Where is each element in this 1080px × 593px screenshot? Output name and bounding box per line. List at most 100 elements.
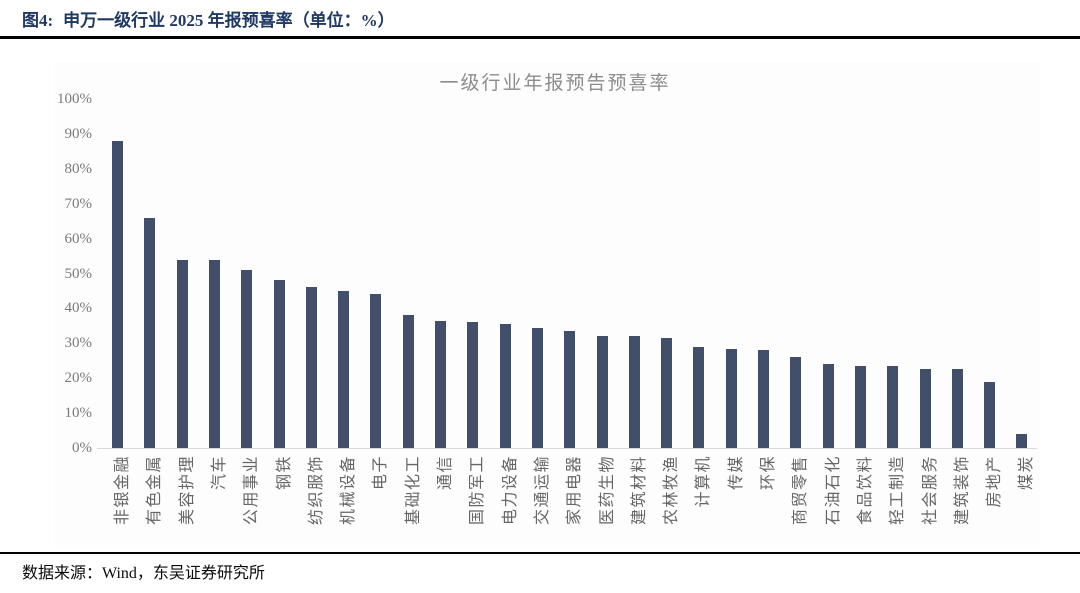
y-tick-label: 40% xyxy=(64,300,93,317)
x-label-text: 基础化工 xyxy=(404,455,422,526)
x-label-text: 国防军工 xyxy=(469,455,487,526)
bar-计算机 xyxy=(693,346,705,448)
x-label-text: 电子 xyxy=(372,455,390,491)
x-label-text: 交通运输 xyxy=(533,455,551,526)
x-label-text: 农林牧渔 xyxy=(663,455,681,526)
figure-number: 图4: xyxy=(22,11,54,30)
x-label-社会服务: 社会服务 xyxy=(916,455,939,550)
x-label-text: 非银金融 xyxy=(114,455,131,526)
x-label-通信: 通信 xyxy=(431,455,454,550)
bar-美容护理 xyxy=(176,259,188,448)
x-label-text: 机械设备 xyxy=(340,455,358,526)
y-tick-label: 100% xyxy=(57,91,92,107)
x-label-text: 电力设备 xyxy=(501,455,519,526)
x-label-text: 通信 xyxy=(437,455,454,491)
x-label-电力设备: 电力设备 xyxy=(496,455,519,550)
bar-煤炭 xyxy=(1016,434,1028,448)
y-tick-label: 60% xyxy=(64,230,93,247)
x-label-计算机: 计算机 xyxy=(689,455,712,550)
x-label-text: 汽车 xyxy=(210,455,228,491)
x-label-钢铁: 钢铁 xyxy=(270,455,293,550)
x-label-text: 公用事业 xyxy=(243,455,261,526)
x-label-美容护理: 美容护理 xyxy=(173,455,196,550)
y-tick-label: 70% xyxy=(64,195,93,212)
bar-家用电器 xyxy=(564,331,576,448)
bar-环保 xyxy=(758,350,769,448)
bar-有色金属 xyxy=(144,217,156,448)
x-label-轻工制造: 轻工制造 xyxy=(883,455,906,550)
x-label-text: 有色金属 xyxy=(146,455,164,526)
bar-交通运输 xyxy=(531,327,543,448)
bar-轻工制造 xyxy=(887,365,899,448)
bar-农林牧渔 xyxy=(661,338,673,448)
x-label-医药生物: 医药生物 xyxy=(593,455,616,550)
bar-传媒 xyxy=(725,348,737,448)
y-tick-label: 80% xyxy=(64,160,93,177)
x-label-农林牧渔: 农林牧渔 xyxy=(657,455,680,550)
y-tick-label: 30% xyxy=(64,335,93,352)
x-label-纺织服饰: 纺织服饰 xyxy=(302,455,325,550)
x-label-交通运输: 交通运输 xyxy=(528,455,551,550)
footer-divider xyxy=(0,552,1080,554)
bar-公用事业 xyxy=(241,270,253,448)
bar-医药生物 xyxy=(596,336,608,448)
bar-电力设备 xyxy=(499,324,511,448)
bar-社会服务 xyxy=(919,369,931,448)
x-label-text: 社会服务 xyxy=(921,455,939,526)
figure-title: 申万一级行业 2025 年报预喜率（单位：%） xyxy=(63,11,395,30)
y-tick-label: 90% xyxy=(64,125,93,142)
bar-机械设备 xyxy=(338,290,350,448)
y-tick-label: 50% xyxy=(64,265,93,282)
x-label-建筑材料: 建筑材料 xyxy=(625,455,648,550)
x-label-商贸零售: 商贸零售 xyxy=(786,455,809,550)
x-label-公用事业: 公用事业 xyxy=(237,455,260,550)
x-label-text: 钢铁 xyxy=(275,455,293,491)
x-label-煤炭: 煤炭 xyxy=(1012,455,1035,550)
header-divider xyxy=(0,36,1080,39)
x-axis-line xyxy=(97,448,1037,449)
bar-食品饮料 xyxy=(854,365,866,448)
bar-建筑装饰 xyxy=(951,369,963,448)
bar-汽车 xyxy=(208,259,220,448)
x-label-有色金属: 有色金属 xyxy=(140,455,163,550)
x-label-房地产: 房地产 xyxy=(980,455,1003,550)
y-tick-label: 20% xyxy=(64,370,93,387)
x-label-传媒: 传媒 xyxy=(722,455,745,550)
x-label-石油石化: 石油石化 xyxy=(819,455,842,550)
x-label-text: 环保 xyxy=(760,455,777,491)
x-label-text: 建筑装饰 xyxy=(953,455,971,526)
x-label-text: 医药生物 xyxy=(598,455,616,526)
figure-header: 图4: 申万一级行业 2025 年报预喜率（单位：%） xyxy=(22,6,395,31)
x-label-text: 煤炭 xyxy=(1018,455,1036,491)
x-label-基础化工: 基础化工 xyxy=(399,455,422,550)
x-label-汽车: 汽车 xyxy=(205,455,228,550)
x-label-text: 轻工制造 xyxy=(889,455,907,526)
x-label-text: 家用电器 xyxy=(566,455,584,526)
data-source: 数据来源：Wind，东吴证券研究所 xyxy=(22,565,265,582)
x-label-text: 商贸零售 xyxy=(792,455,810,526)
x-label-非银金融: 非银金融 xyxy=(108,455,131,550)
bar-国防军工 xyxy=(467,322,479,448)
y-tick-label: 10% xyxy=(64,405,93,422)
x-label-机械设备: 机械设备 xyxy=(334,455,357,550)
bar-建筑材料 xyxy=(628,336,640,448)
x-label-text: 纺织服饰 xyxy=(307,455,325,526)
x-label-电子: 电子 xyxy=(366,455,389,550)
x-label-text: 石油石化 xyxy=(824,455,842,526)
bar-商贸零售 xyxy=(790,357,802,448)
bar-纺织服饰 xyxy=(305,287,317,448)
bar-基础化工 xyxy=(402,315,414,448)
x-label-text: 食品饮料 xyxy=(856,455,874,526)
bar-房地产 xyxy=(984,381,996,448)
x-label-text: 建筑材料 xyxy=(630,455,648,526)
y-tick-label: 0% xyxy=(72,440,92,456)
x-label-text: 房地产 xyxy=(986,455,1004,508)
x-label-text: 计算机 xyxy=(695,455,713,508)
x-label-text: 传媒 xyxy=(727,455,745,491)
x-label-text: 美容护理 xyxy=(178,455,196,526)
bar-非银金融 xyxy=(112,140,123,448)
bar-通信 xyxy=(435,320,446,448)
bar-电子 xyxy=(370,294,382,448)
x-label-家用电器: 家用电器 xyxy=(560,455,583,550)
